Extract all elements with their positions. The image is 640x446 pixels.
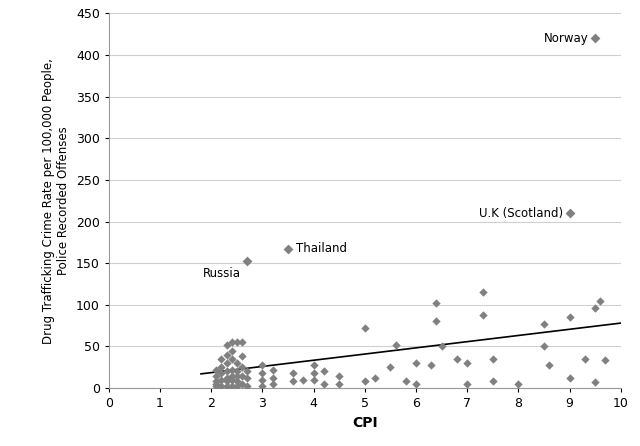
Text: Norway: Norway <box>544 32 589 45</box>
Point <box>360 325 370 332</box>
Point <box>426 361 436 368</box>
Y-axis label: Drug Trafficking Crime Rate per 100,000 People,
Police Recorded Offenses: Drug Trafficking Crime Rate per 100,000 … <box>42 58 70 343</box>
Point <box>411 380 421 388</box>
Point <box>539 343 549 350</box>
Point <box>216 369 227 376</box>
Point <box>227 376 237 383</box>
Point <box>216 376 227 383</box>
Point <box>242 368 252 375</box>
Point <box>462 359 472 367</box>
Point <box>462 380 472 388</box>
Point <box>390 341 401 348</box>
Point <box>488 355 498 363</box>
Point <box>600 356 611 363</box>
Point <box>590 305 600 312</box>
Point <box>283 245 293 252</box>
Point <box>232 359 242 367</box>
Point <box>257 369 268 376</box>
Point <box>232 373 242 380</box>
Point <box>268 375 278 382</box>
Point <box>308 361 319 368</box>
Point <box>319 368 329 375</box>
Point <box>257 382 268 389</box>
Point <box>590 379 600 386</box>
Point <box>595 297 605 304</box>
Point <box>564 314 575 321</box>
Point <box>401 378 411 385</box>
Point <box>211 383 221 390</box>
Point <box>237 380 247 388</box>
Text: Thailand: Thailand <box>296 243 347 256</box>
Point <box>216 363 227 371</box>
Point <box>370 375 380 382</box>
Point <box>227 382 237 389</box>
Point <box>477 311 488 318</box>
Point <box>232 368 242 375</box>
Point <box>221 378 232 385</box>
Point <box>308 376 319 383</box>
Point <box>334 380 344 388</box>
Point <box>227 355 237 363</box>
Point <box>257 361 268 368</box>
Point <box>221 383 232 390</box>
Point <box>564 375 575 382</box>
Point <box>539 320 549 327</box>
Point <box>544 361 554 368</box>
Point <box>452 355 462 363</box>
Point <box>232 378 242 385</box>
Point <box>221 341 232 348</box>
Point <box>232 339 242 346</box>
X-axis label: CPI: CPI <box>352 416 378 429</box>
Point <box>436 343 447 350</box>
Point <box>211 380 221 388</box>
Point <box>237 339 247 346</box>
Point <box>211 366 221 373</box>
Point <box>237 372 247 379</box>
Point <box>308 369 319 376</box>
Point <box>319 380 329 388</box>
Point <box>227 347 237 354</box>
Point <box>257 376 268 383</box>
Point <box>360 378 370 385</box>
Point <box>477 289 488 296</box>
Point <box>211 372 221 379</box>
Point <box>221 375 232 382</box>
Point <box>590 35 600 42</box>
Point <box>237 353 247 360</box>
Point <box>431 318 442 325</box>
Point <box>221 368 232 375</box>
Point <box>298 376 308 383</box>
Point <box>216 355 227 363</box>
Point <box>513 380 524 388</box>
Point <box>242 382 252 389</box>
Text: U.K (Scotland): U.K (Scotland) <box>479 206 563 220</box>
Point <box>221 359 232 367</box>
Point <box>288 378 298 385</box>
Point <box>211 378 221 385</box>
Point <box>564 210 575 217</box>
Point <box>237 363 247 371</box>
Point <box>227 372 237 379</box>
Point <box>242 258 252 265</box>
Text: Russia: Russia <box>203 268 241 281</box>
Point <box>411 359 421 367</box>
Point <box>334 372 344 379</box>
Point <box>268 380 278 388</box>
Point <box>227 339 237 346</box>
Point <box>232 383 242 390</box>
Point <box>288 369 298 376</box>
Point <box>385 363 396 371</box>
Point <box>488 378 498 385</box>
Point <box>221 351 232 358</box>
Point <box>242 375 252 382</box>
Point <box>216 382 227 389</box>
Point <box>268 366 278 373</box>
Point <box>580 355 590 363</box>
Point <box>227 366 237 373</box>
Point <box>431 300 442 307</box>
